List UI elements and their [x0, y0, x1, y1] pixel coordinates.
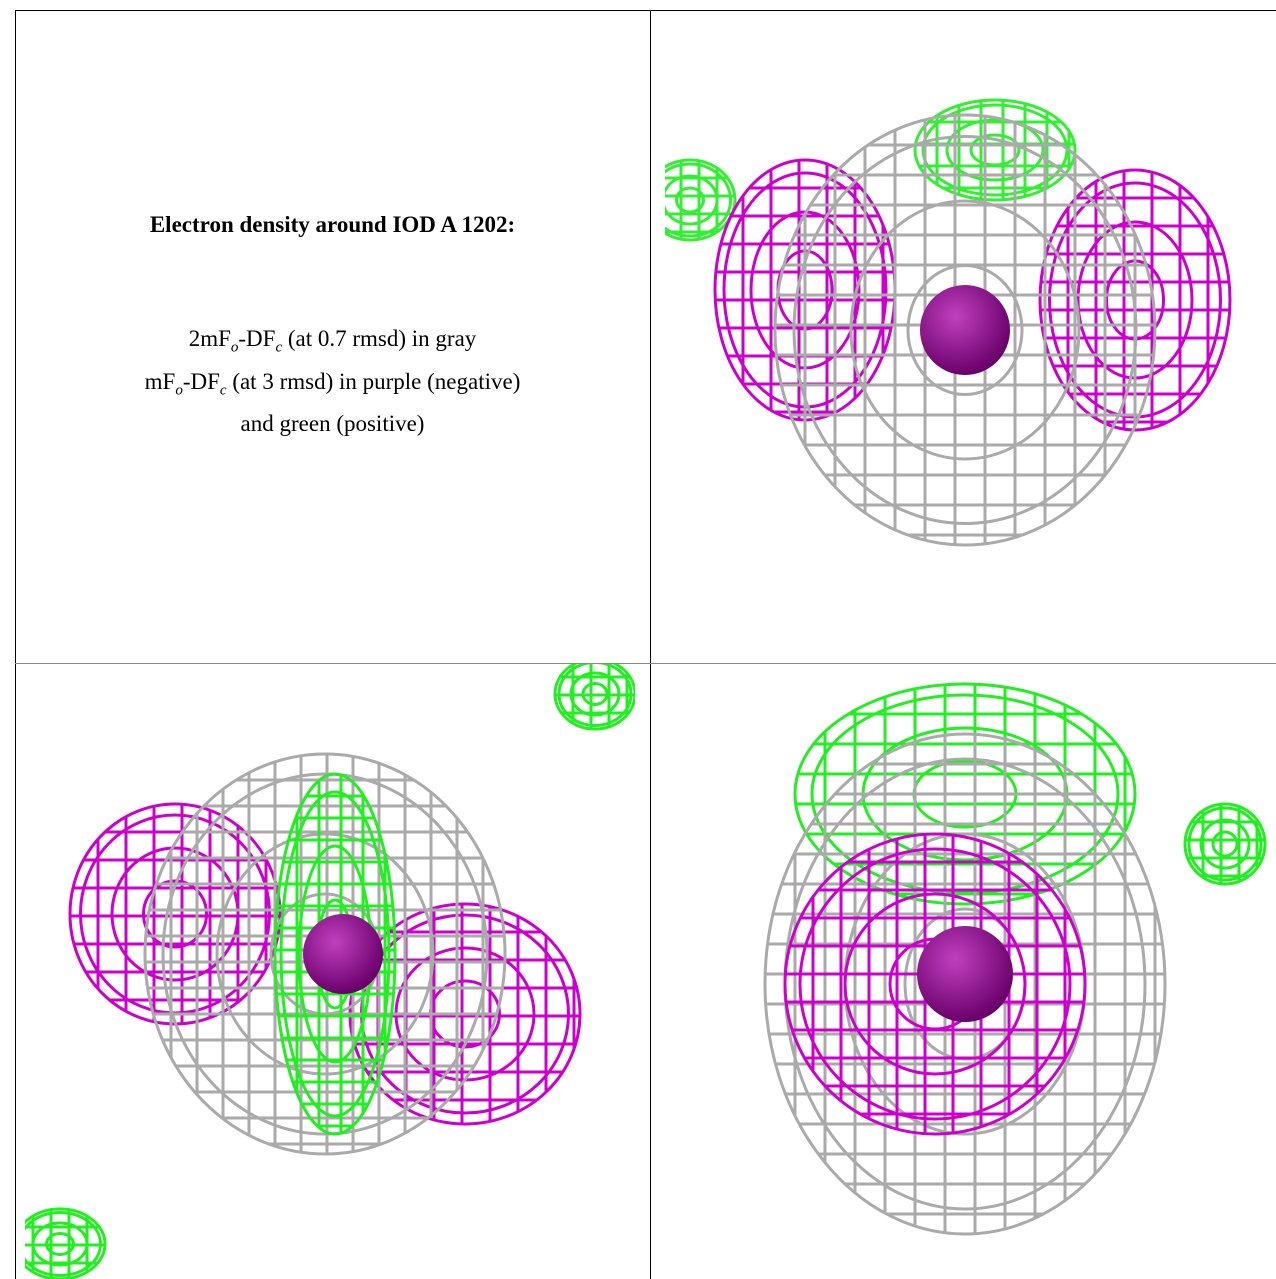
caption-line: and green (positive): [15, 407, 650, 440]
subscript: c: [219, 382, 227, 399]
border: [15, 663, 1276, 664]
mesh-ring: [969, 133, 1021, 167]
mesh-ring: [1187, 806, 1263, 882]
density-image: [665, 98, 1232, 547]
caption-text: (at 3 rmsd) in purple (negative): [226, 368, 521, 394]
border: [15, 10, 16, 1279]
caption-text: -DF: [182, 368, 220, 394]
border: [15, 10, 1276, 11]
mesh-outline: [793, 682, 1137, 906]
mesh-ring: [215, 832, 435, 1076]
mesh-ring: [810, 693, 1120, 895]
mesh-ring: [279, 790, 391, 1118]
mesh-outline: [773, 113, 1157, 547]
mesh: [25, 1209, 105, 1279]
caption-text: -DF: [238, 326, 276, 351]
mesh-outline: [763, 732, 1167, 1236]
subscript: c: [275, 339, 283, 356]
mesh-outline: [25, 1207, 107, 1279]
subscript: o: [175, 382, 183, 399]
iodine-atom: [303, 914, 383, 994]
iodine-atom: [920, 285, 1010, 375]
mesh-ring: [945, 118, 1045, 182]
title: Electron density around IOD A 1202:: [149, 212, 516, 237]
mesh-ring: [665, 162, 732, 238]
mesh-ring: [792, 135, 1138, 525]
mesh-ring: [557, 664, 633, 727]
mesh-outline: [1038, 168, 1232, 432]
mesh-outline: [273, 772, 397, 1136]
mesh-outline: [665, 158, 737, 242]
mesh: [665, 160, 735, 240]
iodine-atom: [917, 926, 1013, 1022]
mesh-outline: [1183, 802, 1267, 886]
caption-line: 2mFo-DFc (at 0.7 rmsd) in gray: [15, 322, 650, 365]
caption-text: and green (positive): [240, 411, 425, 437]
mesh-outline: [913, 98, 1077, 202]
caption-text: mF: [144, 368, 176, 394]
mesh-ring: [45, 1232, 75, 1256]
mesh-ring: [675, 186, 705, 214]
subscript: o: [230, 339, 239, 356]
mesh-ring: [1211, 830, 1239, 858]
density-image: [25, 664, 635, 1279]
mesh-ring: [798, 847, 1072, 1121]
mesh-outline: [553, 664, 635, 731]
caption: 2mFo-DFc (at 0.7 rmsd) in gray mFo-DFc (a…: [15, 322, 650, 440]
border: [650, 10, 651, 1279]
mesh-ring: [581, 682, 609, 706]
caption-text: 2mF: [188, 326, 231, 351]
mesh-ring: [843, 892, 1027, 1076]
mesh-ring: [110, 846, 240, 982]
mesh-ring: [665, 174, 719, 226]
mesh-ring: [142, 879, 208, 949]
mesh-ring: [569, 671, 621, 717]
mesh-ring: [31, 1221, 89, 1267]
mesh-outline: [143, 752, 507, 1156]
density-image: [763, 682, 1267, 1236]
mesh-outline: [783, 832, 1087, 1136]
mesh-ring: [906, 264, 1024, 396]
caption-text: (at 0.7 rmsd) in gray: [282, 326, 477, 351]
caption-line: mFo-DFc (at 3 rmsd) in purple (negative): [15, 365, 650, 408]
mesh-ring: [161, 772, 489, 1136]
mesh-ring: [1199, 818, 1251, 870]
mesh-ring: [25, 1211, 102, 1277]
mesh-ring: [849, 199, 1081, 461]
mesh: [555, 664, 635, 729]
